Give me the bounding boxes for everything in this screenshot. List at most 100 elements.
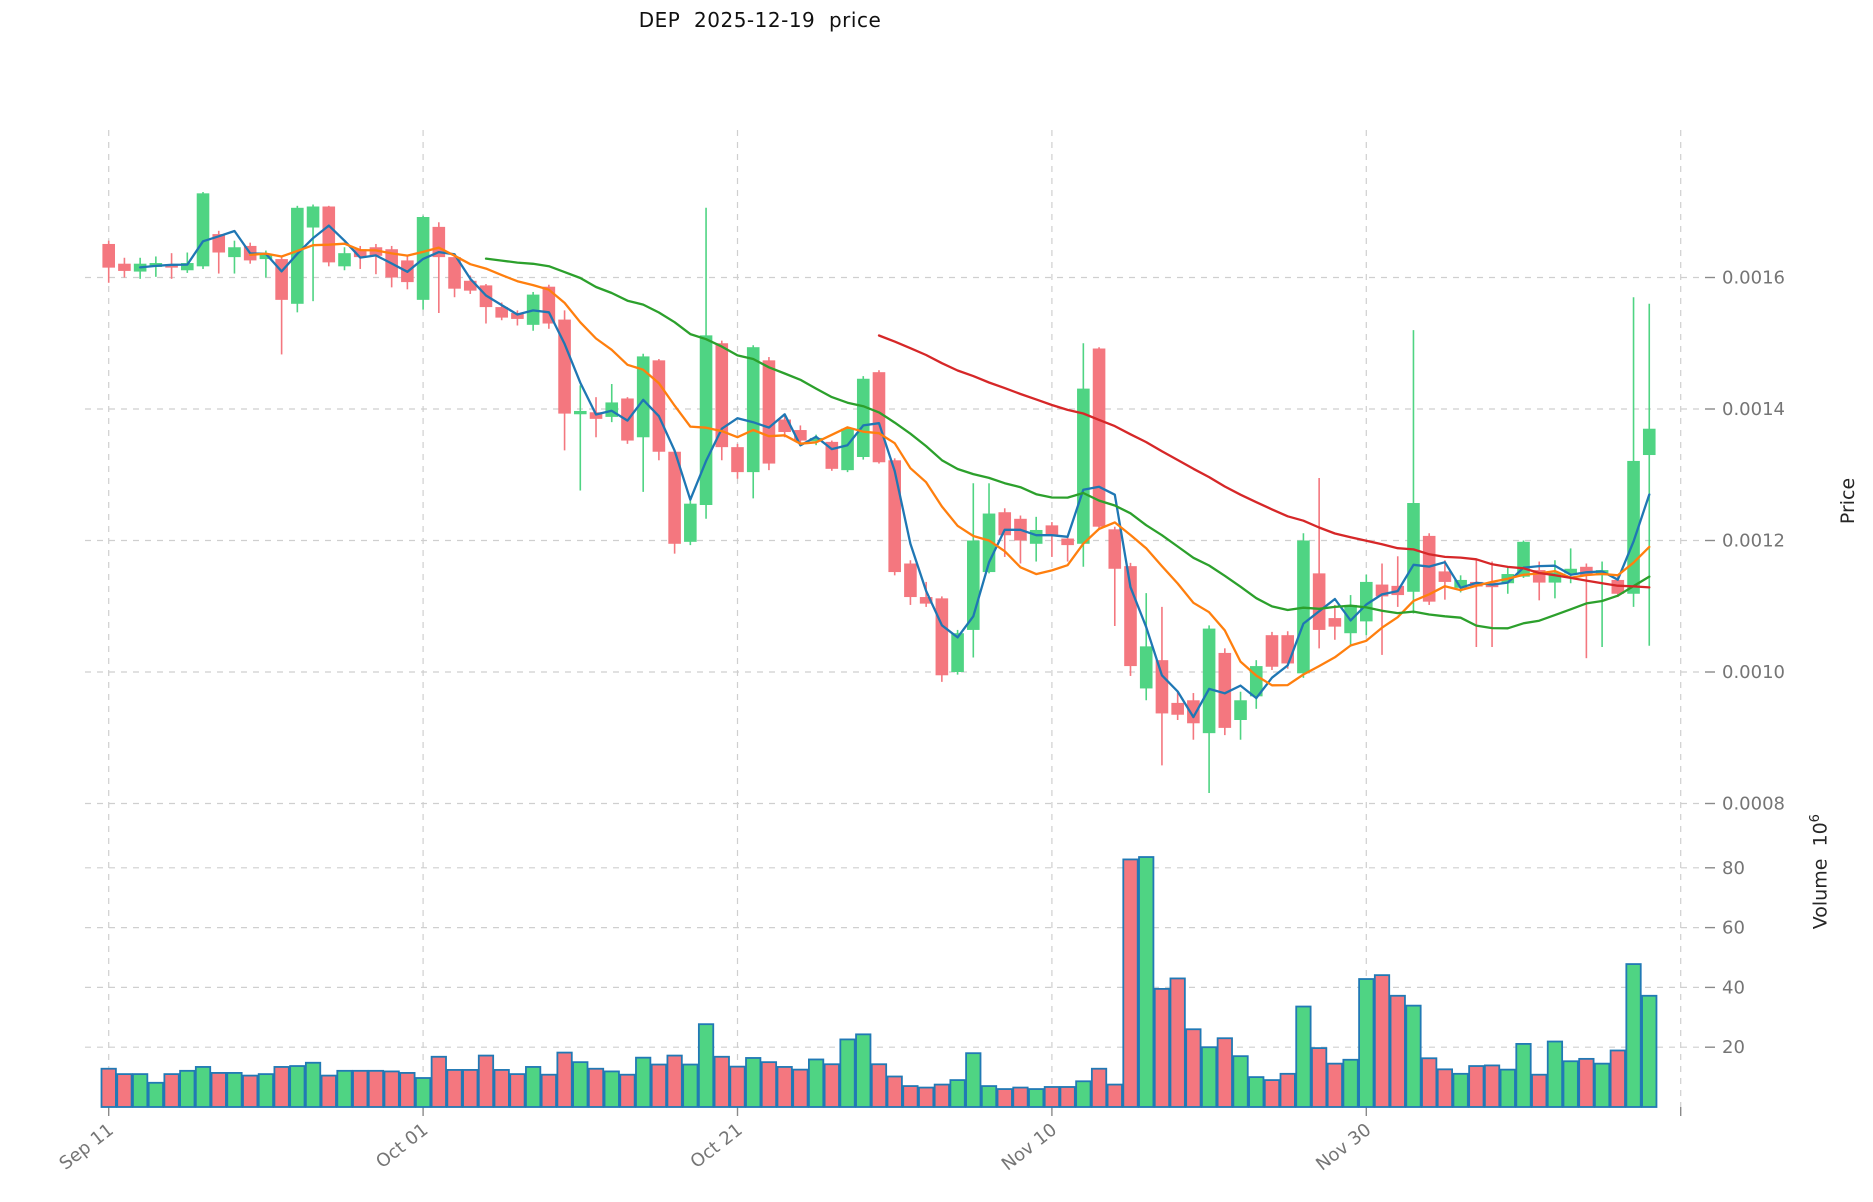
volume-bar: [1059, 1086, 1076, 1108]
volume-bar: [414, 1077, 432, 1108]
volume-bar: [1248, 1076, 1265, 1108]
candle-body: [1611, 579, 1625, 594]
candle-body: [794, 430, 807, 441]
volume-bar: [132, 1073, 149, 1108]
candle-body: [1045, 525, 1059, 536]
volume-bar: [1028, 1088, 1045, 1108]
volume-tick-label: 20: [1722, 1037, 1745, 1058]
candle-body: [1375, 584, 1389, 597]
candle-body: [746, 347, 760, 473]
volume-bar: [320, 1074, 337, 1108]
price-tick-label: 0.0010: [1722, 662, 1785, 683]
candle-body: [558, 319, 571, 414]
candle-body: [228, 247, 241, 258]
volume-bar: [996, 1088, 1013, 1108]
volume-bar: [1436, 1068, 1453, 1108]
volume-bar: [713, 1055, 730, 1108]
candle-body: [951, 633, 964, 672]
volume-bar: [304, 1061, 322, 1108]
volume-bar: [1153, 987, 1171, 1108]
candle-body: [1202, 628, 1216, 734]
volume-bar: [399, 1072, 416, 1108]
volume-bar: [1468, 1065, 1485, 1108]
candle-body: [291, 207, 304, 304]
volume-bar: [336, 1069, 353, 1108]
candle-body: [196, 193, 210, 267]
chart-title: DEP 2025-12-19 price: [638, 8, 882, 32]
candle-body: [1092, 348, 1106, 527]
candle-body: [1108, 529, 1122, 569]
x-tick-label: Oct 21: [687, 1119, 747, 1172]
candle-body: [322, 206, 336, 263]
candle-body: [1139, 646, 1153, 689]
volume-bar: [1358, 978, 1375, 1108]
candle-body: [448, 257, 461, 289]
candle-body: [1061, 538, 1074, 546]
volume-bar: [1483, 1064, 1501, 1108]
volume-bar: [918, 1086, 935, 1108]
volume-bar: [1389, 994, 1406, 1108]
volume-bar: [587, 1067, 605, 1108]
volume-bar: [650, 1063, 668, 1108]
volume-bar: [792, 1068, 809, 1108]
volume-bar: [1216, 1037, 1233, 1108]
volume-bar: [1169, 977, 1186, 1108]
volume-bar: [1326, 1062, 1343, 1108]
candle-body: [1564, 568, 1577, 574]
volume-bar: [1373, 974, 1391, 1108]
volume-bar: [462, 1069, 479, 1108]
volume-bar: [635, 1056, 652, 1108]
candle-body: [212, 234, 226, 253]
candle-body: [715, 343, 729, 448]
volume-bar: [289, 1065, 306, 1108]
volume-bar: [1515, 1043, 1532, 1108]
candle-body: [809, 437, 823, 442]
volume-tick-label: 40: [1722, 977, 1745, 998]
volume-bar: [1138, 856, 1155, 1108]
volume-bar: [367, 1069, 385, 1108]
candle-body: [762, 360, 776, 464]
volume-bar: [902, 1085, 919, 1108]
x-tick-label: Sep 11: [56, 1119, 118, 1174]
volume-bar: [179, 1069, 196, 1108]
candle-body: [1265, 635, 1279, 667]
candle-body: [872, 372, 886, 463]
candle-body: [574, 410, 587, 415]
volume-bar: [933, 1083, 950, 1108]
volume-bar: [1311, 1047, 1328, 1108]
volume-bar: [116, 1073, 133, 1108]
volume-bar: [666, 1054, 683, 1108]
volume-bar: [697, 1023, 715, 1108]
candle-body: [1312, 573, 1326, 630]
volume-bar: [980, 1085, 998, 1108]
volume-bar: [257, 1073, 275, 1108]
volume-bar: [1012, 1086, 1029, 1108]
ma-line-50: [877, 334, 1651, 589]
volume-bar: [1201, 1046, 1218, 1108]
candle-body: [636, 356, 650, 438]
candle-body: [118, 263, 131, 271]
candle-body: [1580, 566, 1593, 576]
volume-bar: [855, 1033, 872, 1108]
volume-bar: [760, 1061, 778, 1108]
volume-bar: [729, 1065, 746, 1108]
volume-bar: [493, 1069, 510, 1108]
volume-bar: [1531, 1073, 1548, 1108]
volume-tick-label: 60: [1722, 918, 1745, 939]
volume-bar: [949, 1079, 966, 1108]
volume-bar: [1452, 1072, 1469, 1108]
ma-line-25: [484, 257, 1651, 630]
volume-bar: [194, 1066, 212, 1108]
volume-bar: [226, 1072, 243, 1108]
ma-line-3: [138, 224, 1651, 719]
candle-body: [1171, 702, 1184, 715]
volume-bar: [446, 1069, 463, 1108]
volume-bar: [556, 1051, 573, 1108]
candle-body: [1218, 652, 1232, 728]
volume-bar: [1342, 1058, 1359, 1108]
volume-bar: [100, 1067, 117, 1108]
volume-bar: [1578, 1057, 1595, 1108]
volume-bar: [745, 1057, 762, 1108]
volume-bar: [1546, 1040, 1564, 1108]
candle-body: [1548, 572, 1562, 583]
